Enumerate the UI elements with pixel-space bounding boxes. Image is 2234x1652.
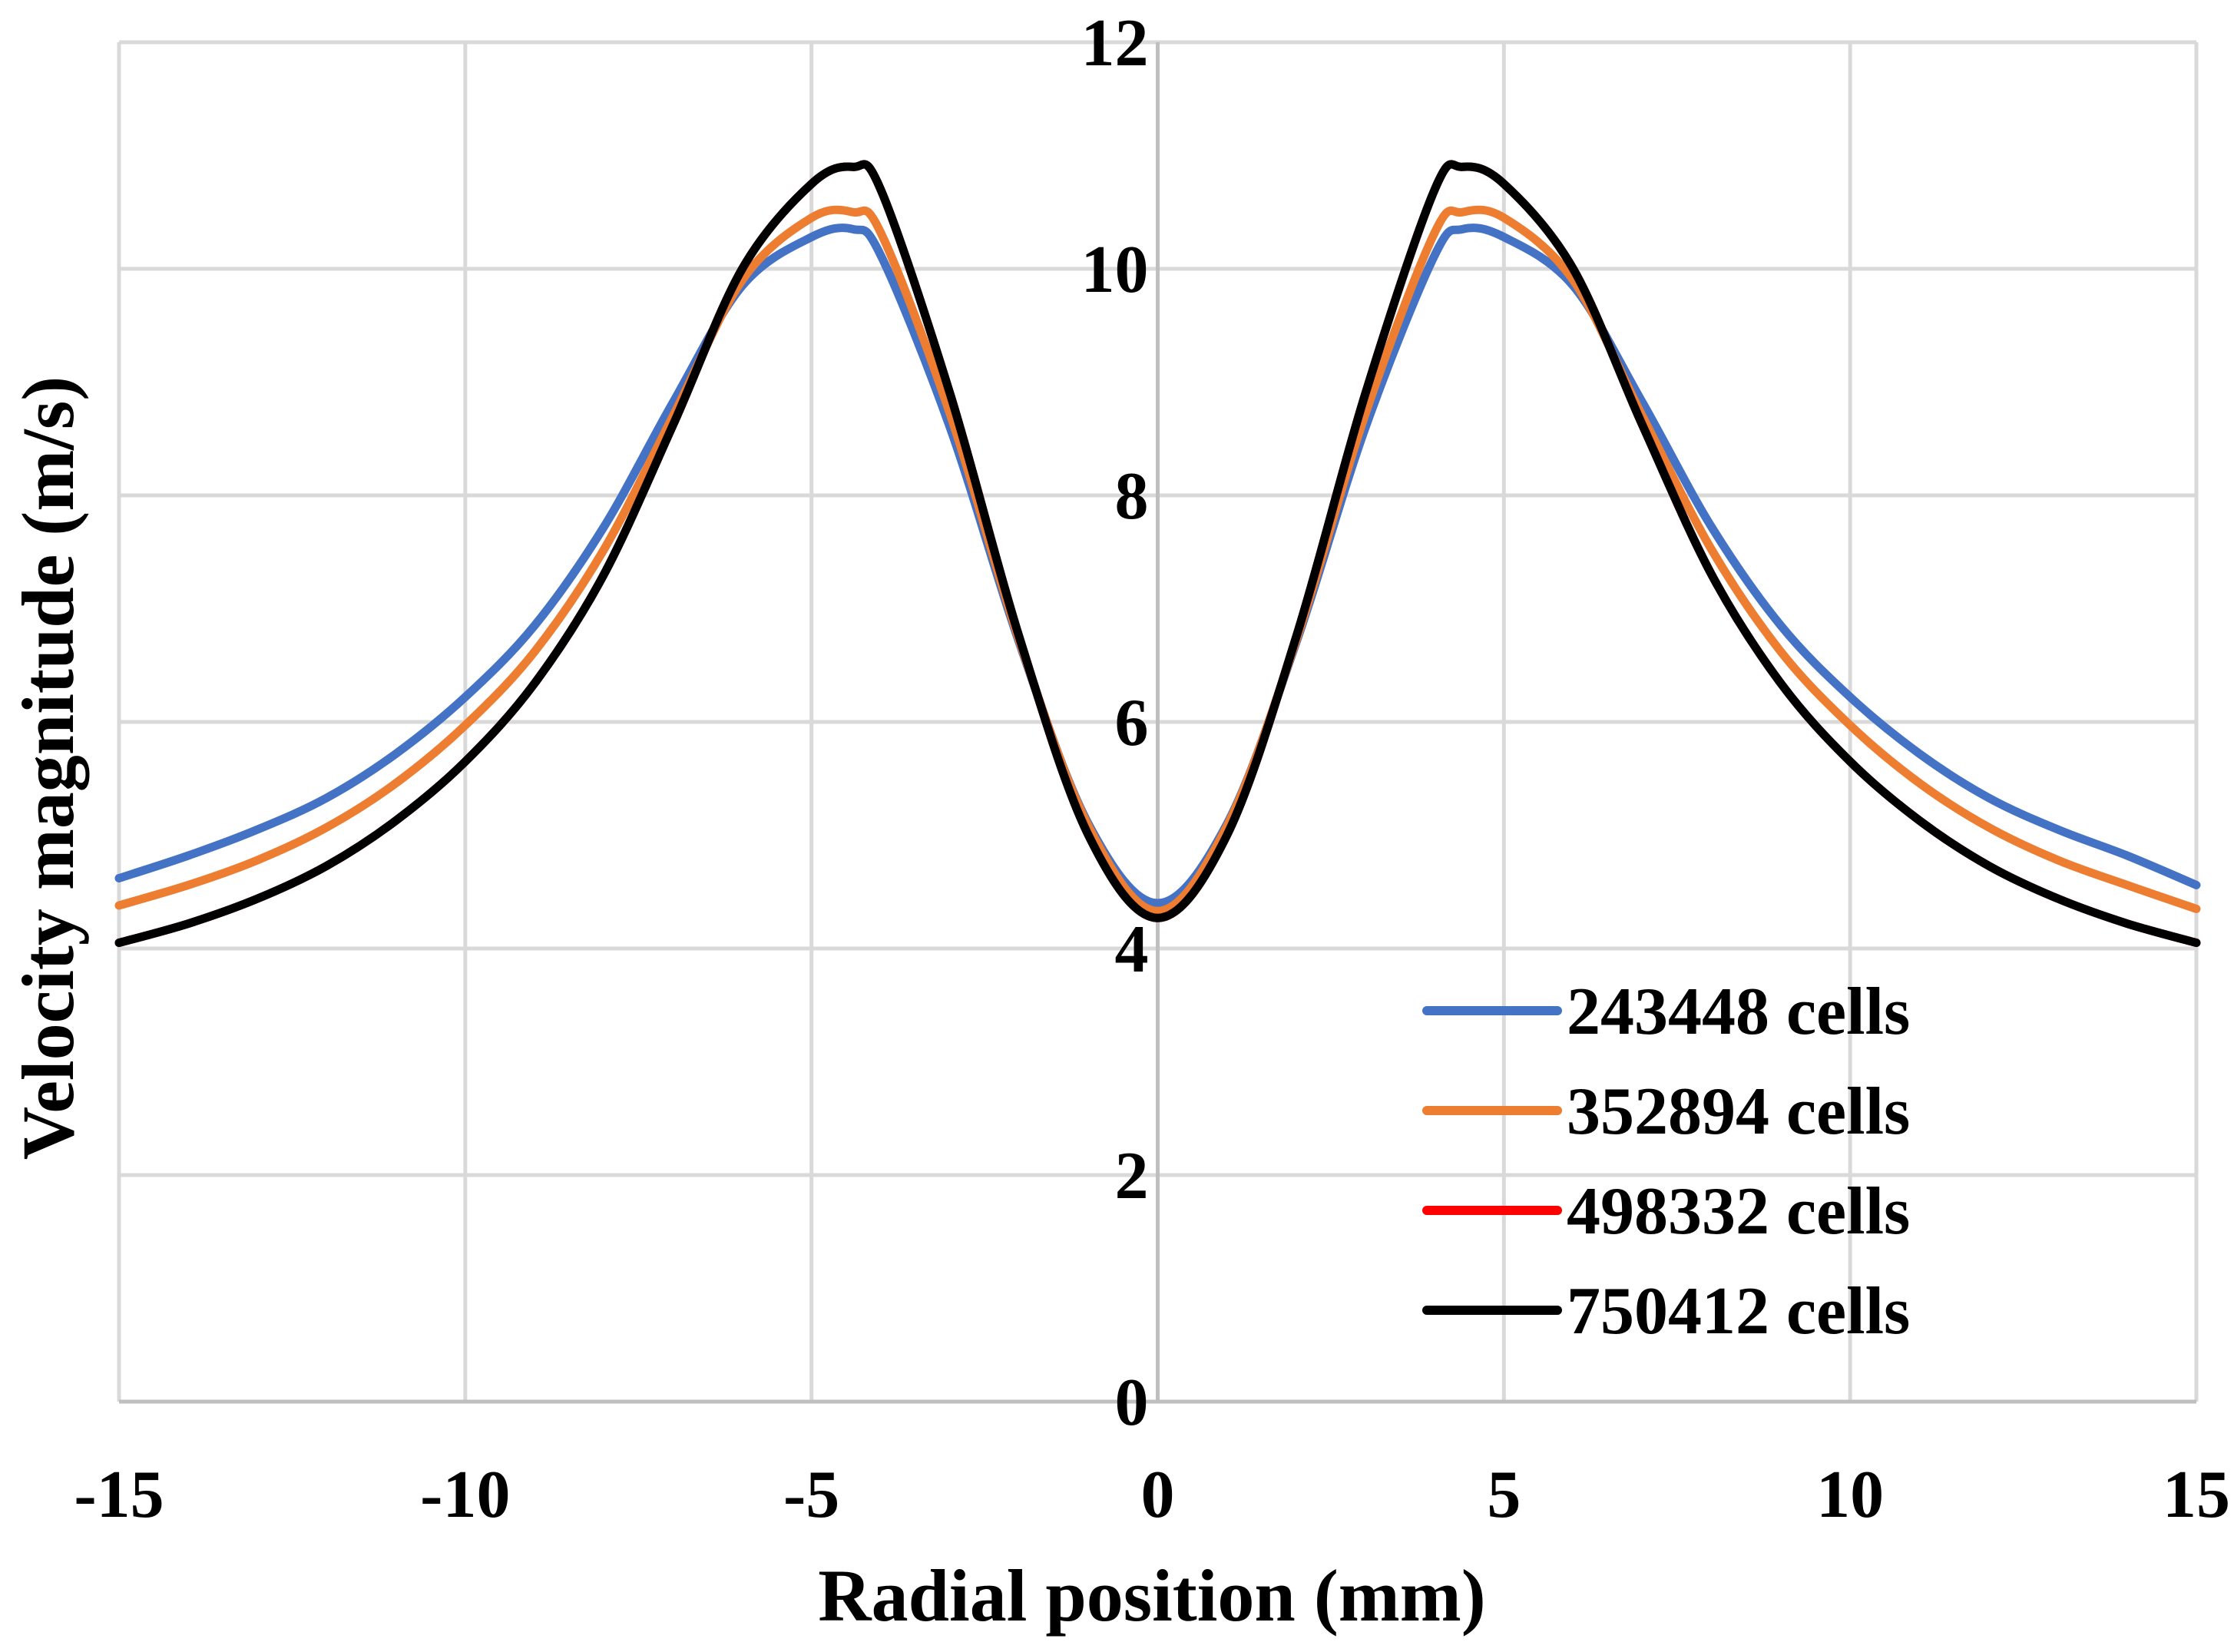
axes bbox=[119, 42, 2196, 1404]
y-tick-label: 0 bbox=[1115, 1366, 1149, 1440]
x-tick-label: -10 bbox=[420, 1458, 510, 1532]
x-tick-label: 0 bbox=[1141, 1458, 1175, 1532]
legend-label-2: 352894 cells bbox=[1567, 1074, 1910, 1149]
y-tick-label: 2 bbox=[1115, 1139, 1149, 1213]
legend-item-2: 352894 cells bbox=[1422, 1074, 1910, 1149]
legend-item-1: 243448 cells bbox=[1422, 975, 1910, 1049]
x-tick-label: 15 bbox=[2163, 1458, 2230, 1532]
y-tick-label: 8 bbox=[1115, 459, 1149, 534]
x-axis-title: Radial position (mm) bbox=[818, 1554, 1485, 1637]
y-tick-label: 10 bbox=[1081, 233, 1149, 307]
series-lines bbox=[114, 160, 2201, 948]
y-axis-title: Velocity magnitude (m/s) bbox=[7, 376, 89, 1160]
series-line-4 bbox=[114, 160, 2201, 948]
legend-item-3: 498332 cells bbox=[1422, 1174, 1910, 1249]
y-tick-label: 6 bbox=[1115, 686, 1149, 760]
x-tick-label: -15 bbox=[74, 1458, 164, 1532]
legend: 243448 cells 352894 cells 498332 cells 7… bbox=[1422, 975, 1910, 1349]
series-line-1 bbox=[114, 223, 2201, 908]
tick-labels: -15 -10 -5 0 5 10 15 0 2 4 6 8 10 12 bbox=[74, 6, 2230, 1532]
x-tick-label: -5 bbox=[783, 1458, 839, 1532]
x-tick-label: 5 bbox=[1487, 1458, 1521, 1532]
legend-item-4: 750412 cells bbox=[1422, 1274, 1910, 1349]
x-tick-label: 10 bbox=[1816, 1458, 1884, 1532]
y-tick-label: 12 bbox=[1081, 6, 1149, 81]
legend-label-1: 243448 cells bbox=[1567, 975, 1910, 1049]
legend-label-4: 750412 cells bbox=[1567, 1274, 1910, 1349]
y-tick-label: 4 bbox=[1115, 912, 1149, 987]
legend-label-3: 498332 cells bbox=[1567, 1174, 1910, 1249]
series-line-2 bbox=[114, 205, 2201, 915]
